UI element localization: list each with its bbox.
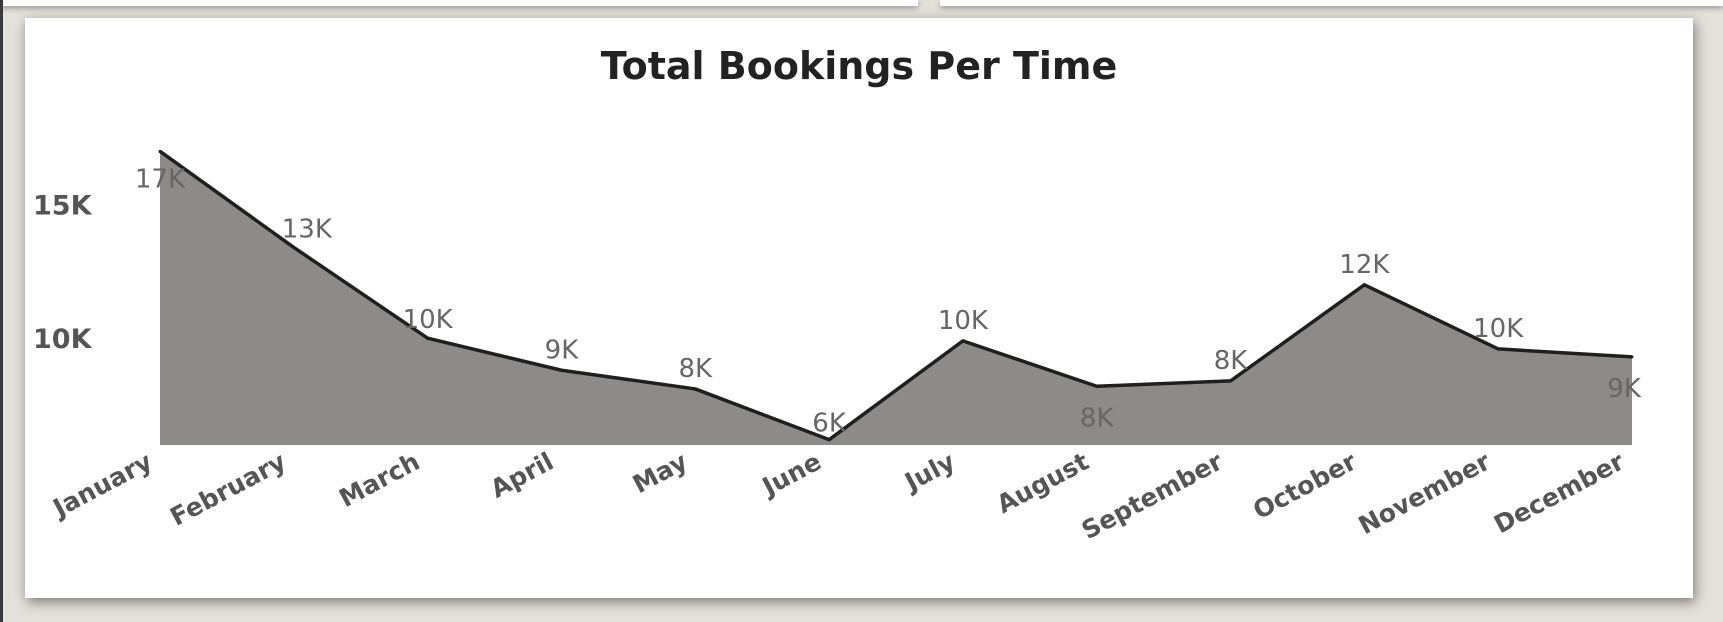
x-tick-label-june: June [756, 447, 826, 503]
data-label-october: 12K [1339, 250, 1390, 280]
data-label-june: 6K [812, 409, 847, 439]
x-tick-label-november: November [1354, 446, 1496, 540]
x-tick-label-april: April [486, 447, 559, 504]
data-point-march [426, 336, 430, 340]
data-point-july [961, 339, 965, 343]
data-label-march: 10K [403, 305, 454, 335]
y-tick-label: 10K [33, 324, 93, 355]
data-label-december: 9K [1607, 374, 1642, 404]
x-tick-label-march: March [334, 447, 424, 513]
data-label-august: 8K [1080, 403, 1115, 433]
data-point-september [1229, 379, 1233, 383]
x-tick-label-february: February [165, 447, 290, 532]
x-tick-label-december: December [1489, 446, 1629, 539]
x-tick-label-august: August [992, 447, 1094, 519]
x-tick-label-july: July [898, 447, 959, 498]
area-chart: 17K 13K 10K 9K 8K 6K 10K 8K 8K 12K 10K 9K 15K 10K Janu… [33, 149, 1642, 545]
y-tick-label: 15K [33, 191, 93, 222]
data-label-january: 17K [135, 164, 186, 194]
data-label-november: 10K [1473, 314, 1524, 344]
data-point-february [292, 245, 296, 249]
series-line [158, 149, 1633, 442]
area-fill [160, 151, 1632, 445]
chart-title: Total Bookings Per Time [600, 44, 1118, 88]
data-label-may: 8K [678, 354, 713, 384]
data-label-april: 9K [545, 335, 580, 365]
x-tick-label-september: September [1077, 446, 1228, 545]
window-edge [0, 0, 3, 622]
previous-panel-edge-right [940, 0, 1723, 6]
data-label-february: 13K [282, 214, 333, 244]
x-tick-label-january: January [47, 447, 157, 524]
data-point-january [158, 149, 162, 153]
previous-panel-edge-left [0, 0, 918, 6]
data-label-september: 8K [1214, 346, 1249, 376]
data-point-may [693, 387, 697, 391]
x-tick-label-october: October [1248, 446, 1361, 525]
data-point-october [1362, 283, 1366, 287]
data-point-august [1095, 384, 1099, 388]
chart-card: Total Bookings Per Time 17K 13K 10K 9K 8K 6K 1… [25, 18, 1693, 598]
data-point-june [827, 438, 831, 442]
data-point-april [559, 368, 563, 372]
data-point-december [1630, 355, 1634, 359]
data-label-july: 10K [938, 306, 989, 336]
x-tick-label-may: May [628, 447, 692, 499]
data-point-november [1496, 347, 1500, 351]
